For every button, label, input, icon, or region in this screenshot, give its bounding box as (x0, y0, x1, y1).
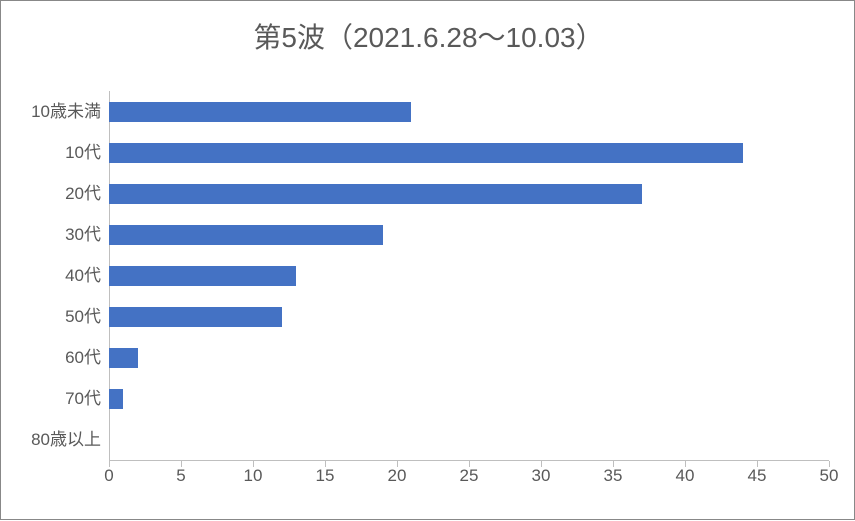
x-axis-label: 40 (670, 466, 700, 486)
x-axis-label: 50 (814, 466, 844, 486)
y-axis-label: 30代 (11, 214, 101, 255)
x-axis-label: 5 (166, 466, 196, 486)
chart-title: 第5波（2021.6.28～10.03） (1, 16, 855, 56)
bar-row (109, 296, 829, 337)
bar (109, 102, 411, 122)
x-axis-label: 25 (454, 466, 484, 486)
y-axis-label: 20代 (11, 173, 101, 214)
y-axis-label: 10代 (11, 132, 101, 173)
x-axis-label: 15 (310, 466, 340, 486)
bar-row (109, 378, 829, 419)
bar (109, 389, 123, 409)
y-axis-label: 40代 (11, 255, 101, 296)
bar (109, 143, 743, 163)
x-axis-label: 0 (94, 466, 124, 486)
bar-row (109, 91, 829, 132)
y-axis-label: 50代 (11, 296, 101, 337)
bar-row (109, 255, 829, 296)
bar (109, 266, 296, 286)
x-axis-label: 10 (238, 466, 268, 486)
y-axis-label: 80歳以上 (11, 419, 101, 460)
x-axis-label: 45 (742, 466, 772, 486)
bar-row (109, 419, 829, 460)
bar (109, 307, 282, 327)
x-axis-label: 30 (526, 466, 556, 486)
bar-row (109, 337, 829, 378)
bar (109, 348, 138, 368)
x-axis-label: 20 (382, 466, 412, 486)
bar-row (109, 173, 829, 214)
bar (109, 225, 383, 245)
y-axis-label: 70代 (11, 378, 101, 419)
y-axis-label: 10歳未満 (11, 91, 101, 132)
bar-row (109, 214, 829, 255)
x-axis-label: 35 (598, 466, 628, 486)
chart-container: 第5波（2021.6.28～10.03） 10歳未満10代20代30代40代50… (1, 1, 855, 521)
y-axis-label: 60代 (11, 337, 101, 378)
bar (109, 184, 642, 204)
bar-row (109, 132, 829, 173)
